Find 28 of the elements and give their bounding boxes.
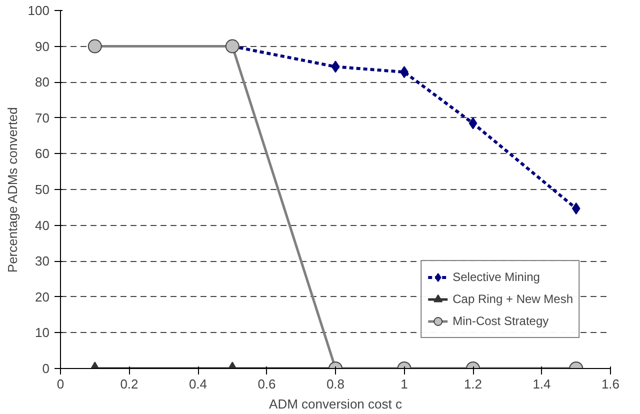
point [468, 117, 478, 130]
x-axis-title: ADM conversion cost c [269, 396, 402, 412]
y-tick-label: 80 [35, 74, 50, 90]
y-axis-title: Percentage ADMs converted [4, 107, 20, 273]
y-tick-label: 20 [35, 289, 50, 304]
x-tick-label: 0.6 [258, 376, 276, 392]
y-tick-label: 0 [42, 361, 50, 376]
y-tick-label: 60 [35, 146, 50, 162]
y-tick-label: 50 [35, 182, 50, 197]
legend-label: Selective Mining [452, 270, 540, 284]
point [572, 202, 580, 214]
x-tick-label: 0.2 [120, 376, 138, 392]
x-tick-label: 1.2 [464, 376, 482, 392]
x-tick-label: 0 [56, 376, 64, 392]
x-tick-label: 1.6 [601, 376, 620, 392]
point [331, 60, 340, 73]
y-tick-label: 10 [35, 325, 50, 340]
legend-label: Cap Ring + New Mesh [452, 292, 573, 306]
y-tick-label: 70 [35, 110, 50, 126]
x-tick-label: 0.4 [188, 376, 208, 392]
x-tick-label: 1 [400, 376, 408, 392]
x-tick-label: 1.4 [532, 376, 551, 392]
x-tick-label: 0.8 [326, 376, 345, 392]
y-tick-label: 90 [35, 38, 50, 54]
y-tick-label: 30 [35, 254, 50, 269]
legend-label: Min-Cost Strategy [452, 314, 549, 328]
y-tick-label: 100 [28, 3, 50, 18]
y-tick-label: 40 [35, 218, 50, 233]
